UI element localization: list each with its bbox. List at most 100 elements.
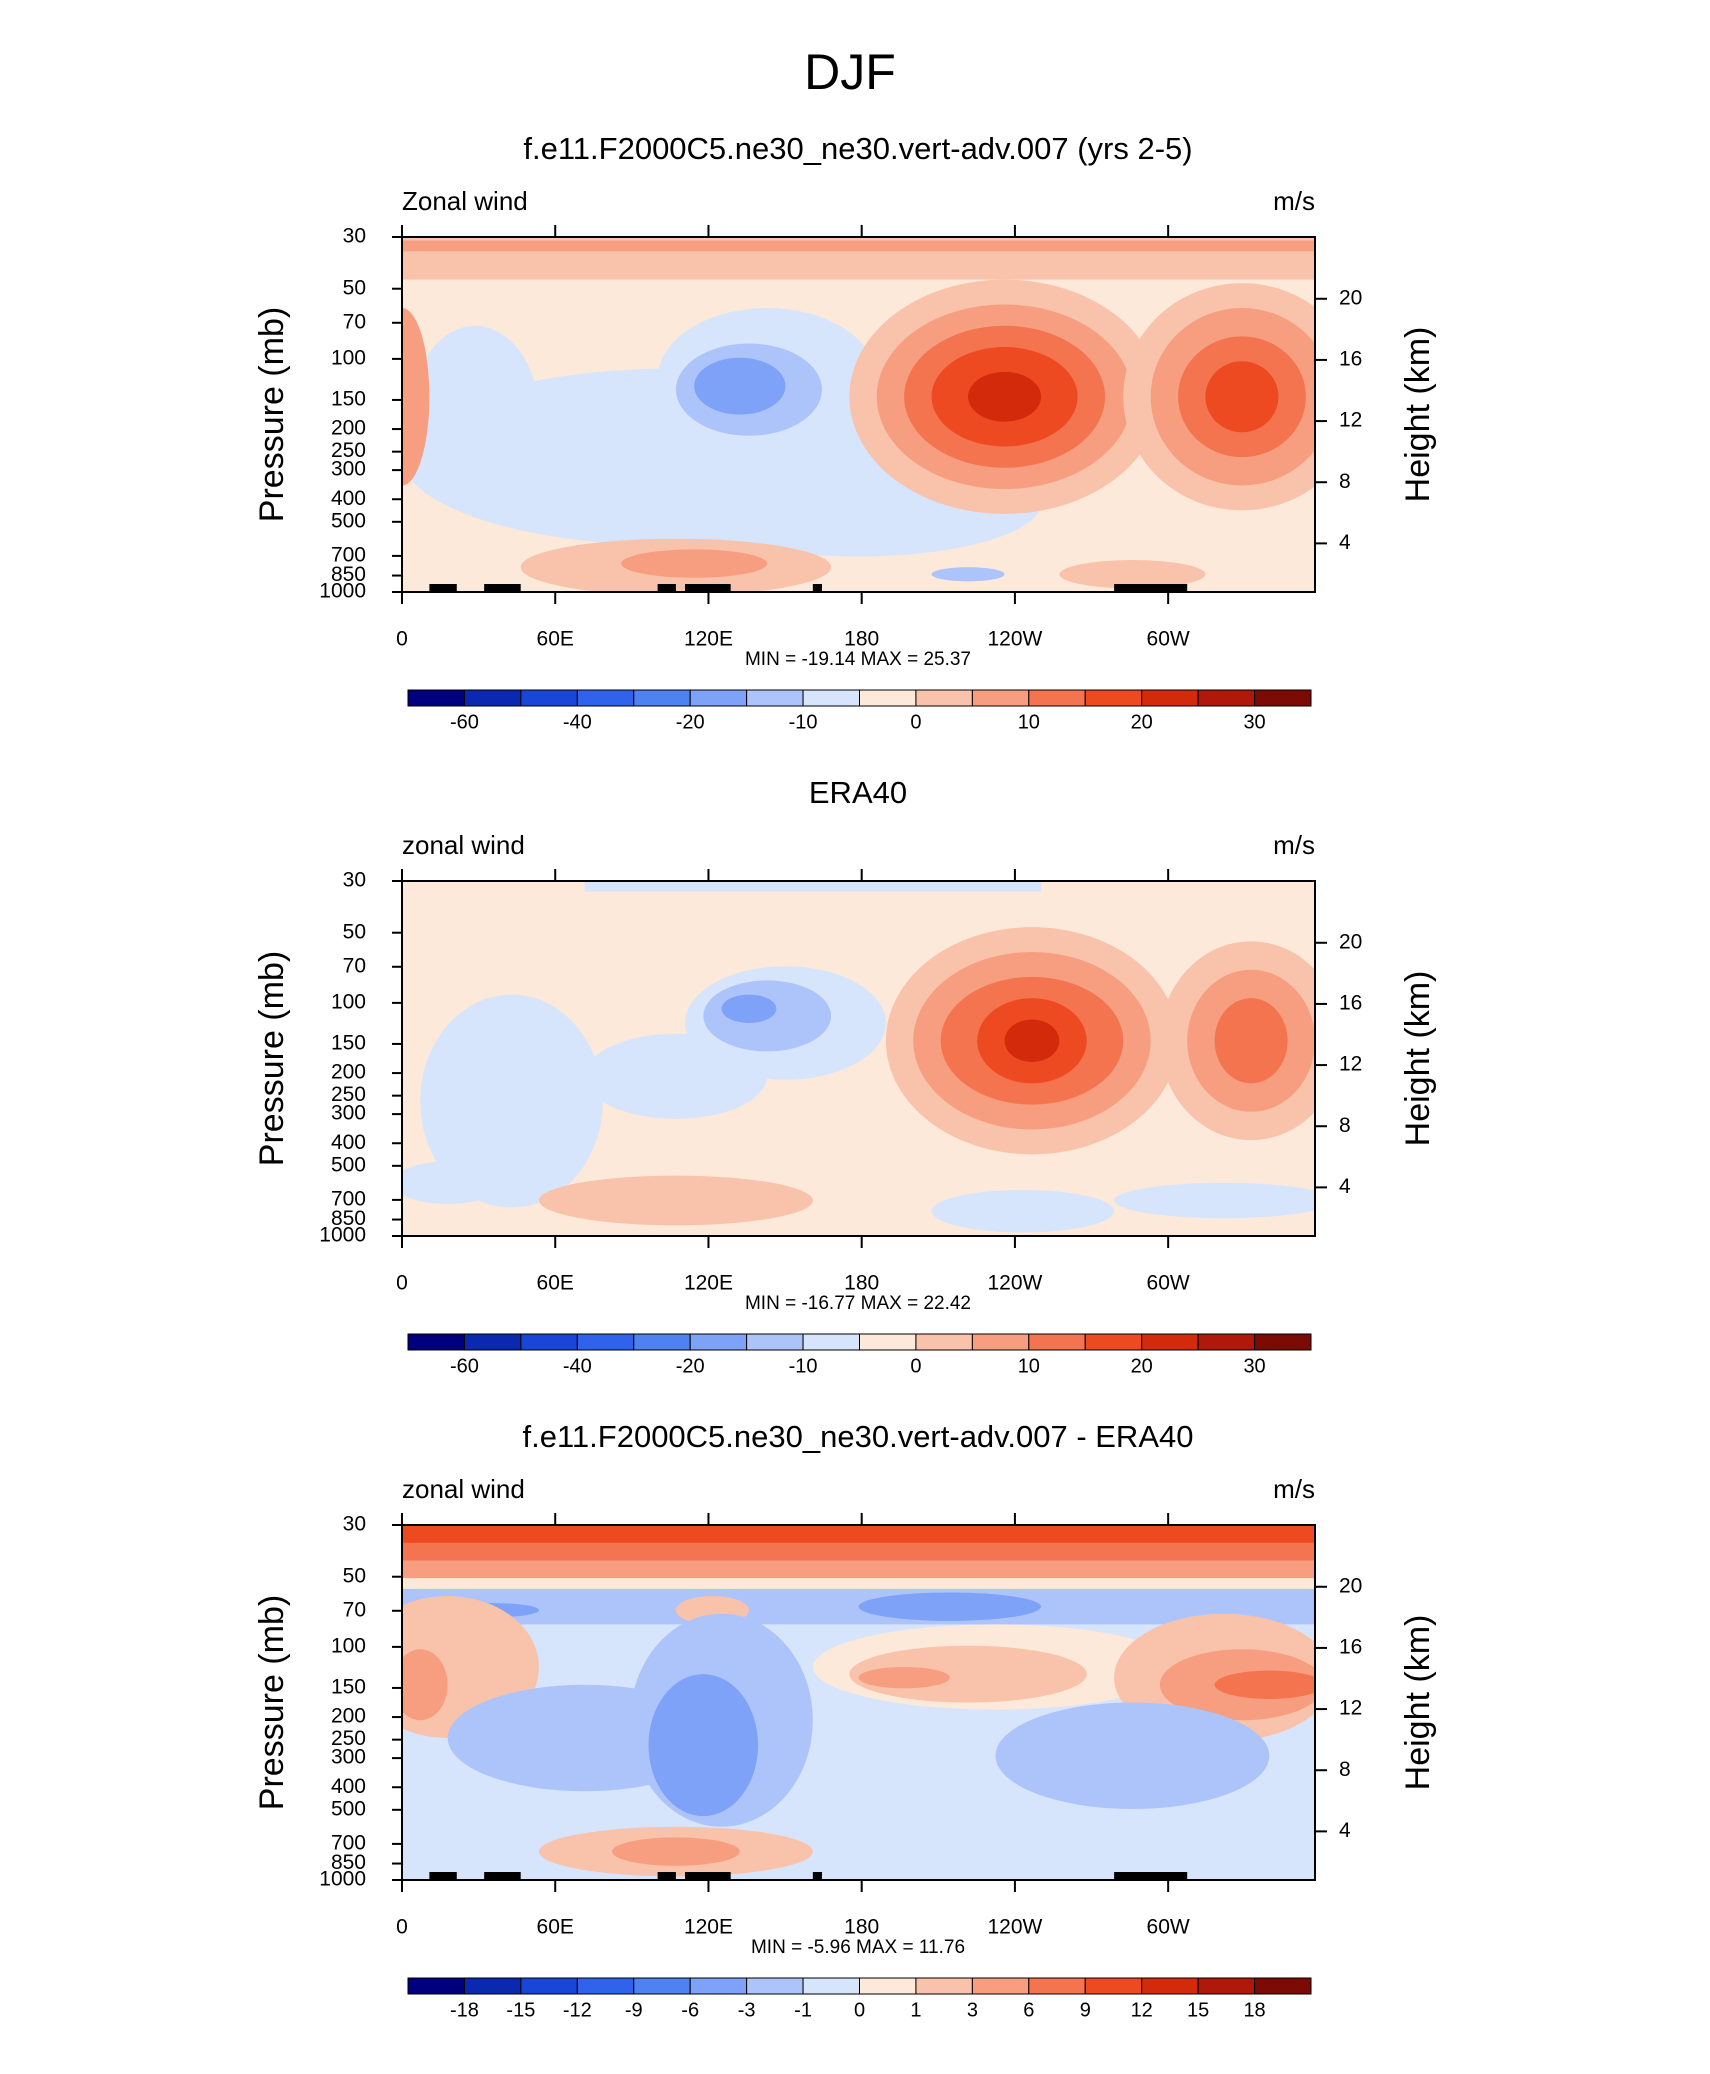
- colorbar-label: 6: [1023, 1999, 1034, 2021]
- y-tick-label: 250: [331, 439, 366, 462]
- y2-axis-label: Height (km): [1399, 1615, 1437, 1791]
- x-tick-label: 180: [844, 1272, 879, 1295]
- colorbar-label: 10: [1018, 1355, 1040, 1377]
- colorbar-box: [463, 1333, 522, 1351]
- colorbar-label: 10: [1018, 711, 1040, 733]
- x-tick-label: 0: [396, 1916, 408, 1939]
- y2-tick-label: 12: [1339, 1053, 1362, 1076]
- plot-frame: [401, 1524, 1316, 1881]
- y-tick-label: 100: [331, 346, 366, 369]
- y-tick-label: 100: [331, 990, 366, 1013]
- subtitle: f.e11.F2000C5.ne30_ne30.vert-adv.007 - E…: [523, 1419, 1194, 1454]
- colorbar-box: [633, 1977, 691, 1995]
- contour-fill: [621, 549, 768, 578]
- colorbar-box: [1197, 1333, 1256, 1351]
- colorbar-box: [1254, 689, 1312, 707]
- y-tick-label: 70: [343, 954, 366, 977]
- colorbar-box: [1084, 1333, 1143, 1351]
- y-tick-label: 30: [343, 869, 366, 892]
- y-tick-label: 400: [331, 487, 366, 510]
- colorbar-box: [407, 1977, 465, 1995]
- colorbar-box: [915, 1333, 973, 1351]
- contour-fill: [411, 325, 539, 504]
- contour-field: [402, 1525, 1315, 1880]
- x-tick-label: 120W: [987, 1272, 1042, 1295]
- left-label: Zonal wind: [402, 186, 528, 216]
- colorbar-box: [1141, 1333, 1199, 1351]
- colorbar-box: [1197, 689, 1256, 707]
- x-tick-label: 120E: [684, 1272, 733, 1295]
- colorbar-box: [971, 689, 1030, 707]
- y-tick-label: 700: [331, 1831, 366, 1854]
- colorbar-box: [407, 1333, 465, 1351]
- y-tick-label: 150: [331, 1675, 366, 1698]
- stats: MIN = -16.77 MAX = 22.42: [745, 1293, 971, 1314]
- colorbar-box: [689, 1977, 748, 1995]
- y2-tick-label: 4: [1339, 531, 1351, 554]
- contour-fill: [849, 1645, 1087, 1703]
- colorbar-label: -15: [506, 1999, 535, 2021]
- x-tick-label: 120E: [684, 1916, 733, 1939]
- y2-tick-label: 4: [1339, 1175, 1351, 1198]
- contour-fill: [402, 1649, 448, 1721]
- contour-fill: [1114, 1182, 1315, 1219]
- colorbar-label: 20: [1131, 711, 1153, 733]
- colorbar-box: [802, 1977, 860, 1995]
- x-tick-label: 0: [396, 1272, 408, 1295]
- y-tick-label: 30: [343, 225, 366, 248]
- colorbar-box: [1254, 1333, 1312, 1351]
- colorbar-label: 15: [1187, 1999, 1209, 2021]
- contour-fill: [858, 1667, 950, 1689]
- colorbar-box: [1141, 1977, 1199, 1995]
- colorbar-label: 1: [910, 1999, 921, 2021]
- colorbar-box: [520, 1977, 578, 1995]
- subtitle: ERA40: [809, 775, 907, 810]
- colorbar-label: -40: [563, 711, 592, 733]
- colorbar-box: [689, 1333, 748, 1351]
- contour-fill: [1214, 998, 1288, 1084]
- colorbar-box: [971, 1333, 1030, 1351]
- y2-tick-label: 12: [1339, 1697, 1362, 1720]
- contour-fill: [611, 1837, 740, 1866]
- y-tick-label: 850: [331, 563, 366, 586]
- colorbar-label: -6: [681, 1999, 699, 2021]
- colorbar-box: [802, 689, 860, 707]
- colorbar-box: [633, 689, 691, 707]
- y-tick-label: 30: [343, 1513, 366, 1536]
- subtitle: f.e11.F2000C5.ne30_ne30.vert-adv.007 (yr…: [523, 131, 1192, 166]
- contour-fill: [1214, 1670, 1315, 1699]
- contour-fill: [931, 567, 1005, 582]
- contour-fill: [1059, 560, 1206, 589]
- x-tick-label: 60W: [1147, 1916, 1190, 1939]
- x-tick-label: 120W: [987, 628, 1042, 651]
- y-tick-label: 200: [331, 417, 366, 440]
- colorbar-label: 0: [854, 1999, 865, 2021]
- x-tick-label: 60E: [537, 1272, 574, 1295]
- colorbar-box: [520, 1333, 578, 1351]
- colorbar-label: -1: [794, 1999, 812, 2021]
- y-tick-label: 500: [331, 509, 366, 532]
- topography: [484, 1872, 521, 1880]
- y2-tick-label: 12: [1339, 409, 1362, 432]
- y-tick-label: 500: [331, 1797, 366, 1820]
- y-tick-label: 200: [331, 1705, 366, 1728]
- topography: [685, 584, 731, 592]
- y-tick-label: 150: [331, 1031, 366, 1054]
- topography: [685, 1872, 731, 1880]
- colorbar-label: -3: [738, 1999, 756, 2021]
- colorbar-box: [1028, 689, 1086, 707]
- colorbar-box: [576, 689, 635, 707]
- contour-fill: [584, 881, 1042, 892]
- topography: [657, 584, 676, 592]
- contour-fill: [402, 240, 1315, 252]
- y-tick-label: 400: [331, 1775, 366, 1798]
- colorbar-box: [859, 1333, 917, 1351]
- y-tick-label: 1000: [319, 1224, 366, 1247]
- contour-fill: [402, 1161, 503, 1205]
- contour-fill: [648, 1674, 759, 1817]
- colorbar-label: -40: [563, 1355, 592, 1377]
- colorbar-label: -12: [563, 1999, 592, 2021]
- contour-fill: [721, 994, 777, 1023]
- contour-fill: [995, 1702, 1270, 1809]
- colorbar-label: 12: [1131, 1999, 1153, 2021]
